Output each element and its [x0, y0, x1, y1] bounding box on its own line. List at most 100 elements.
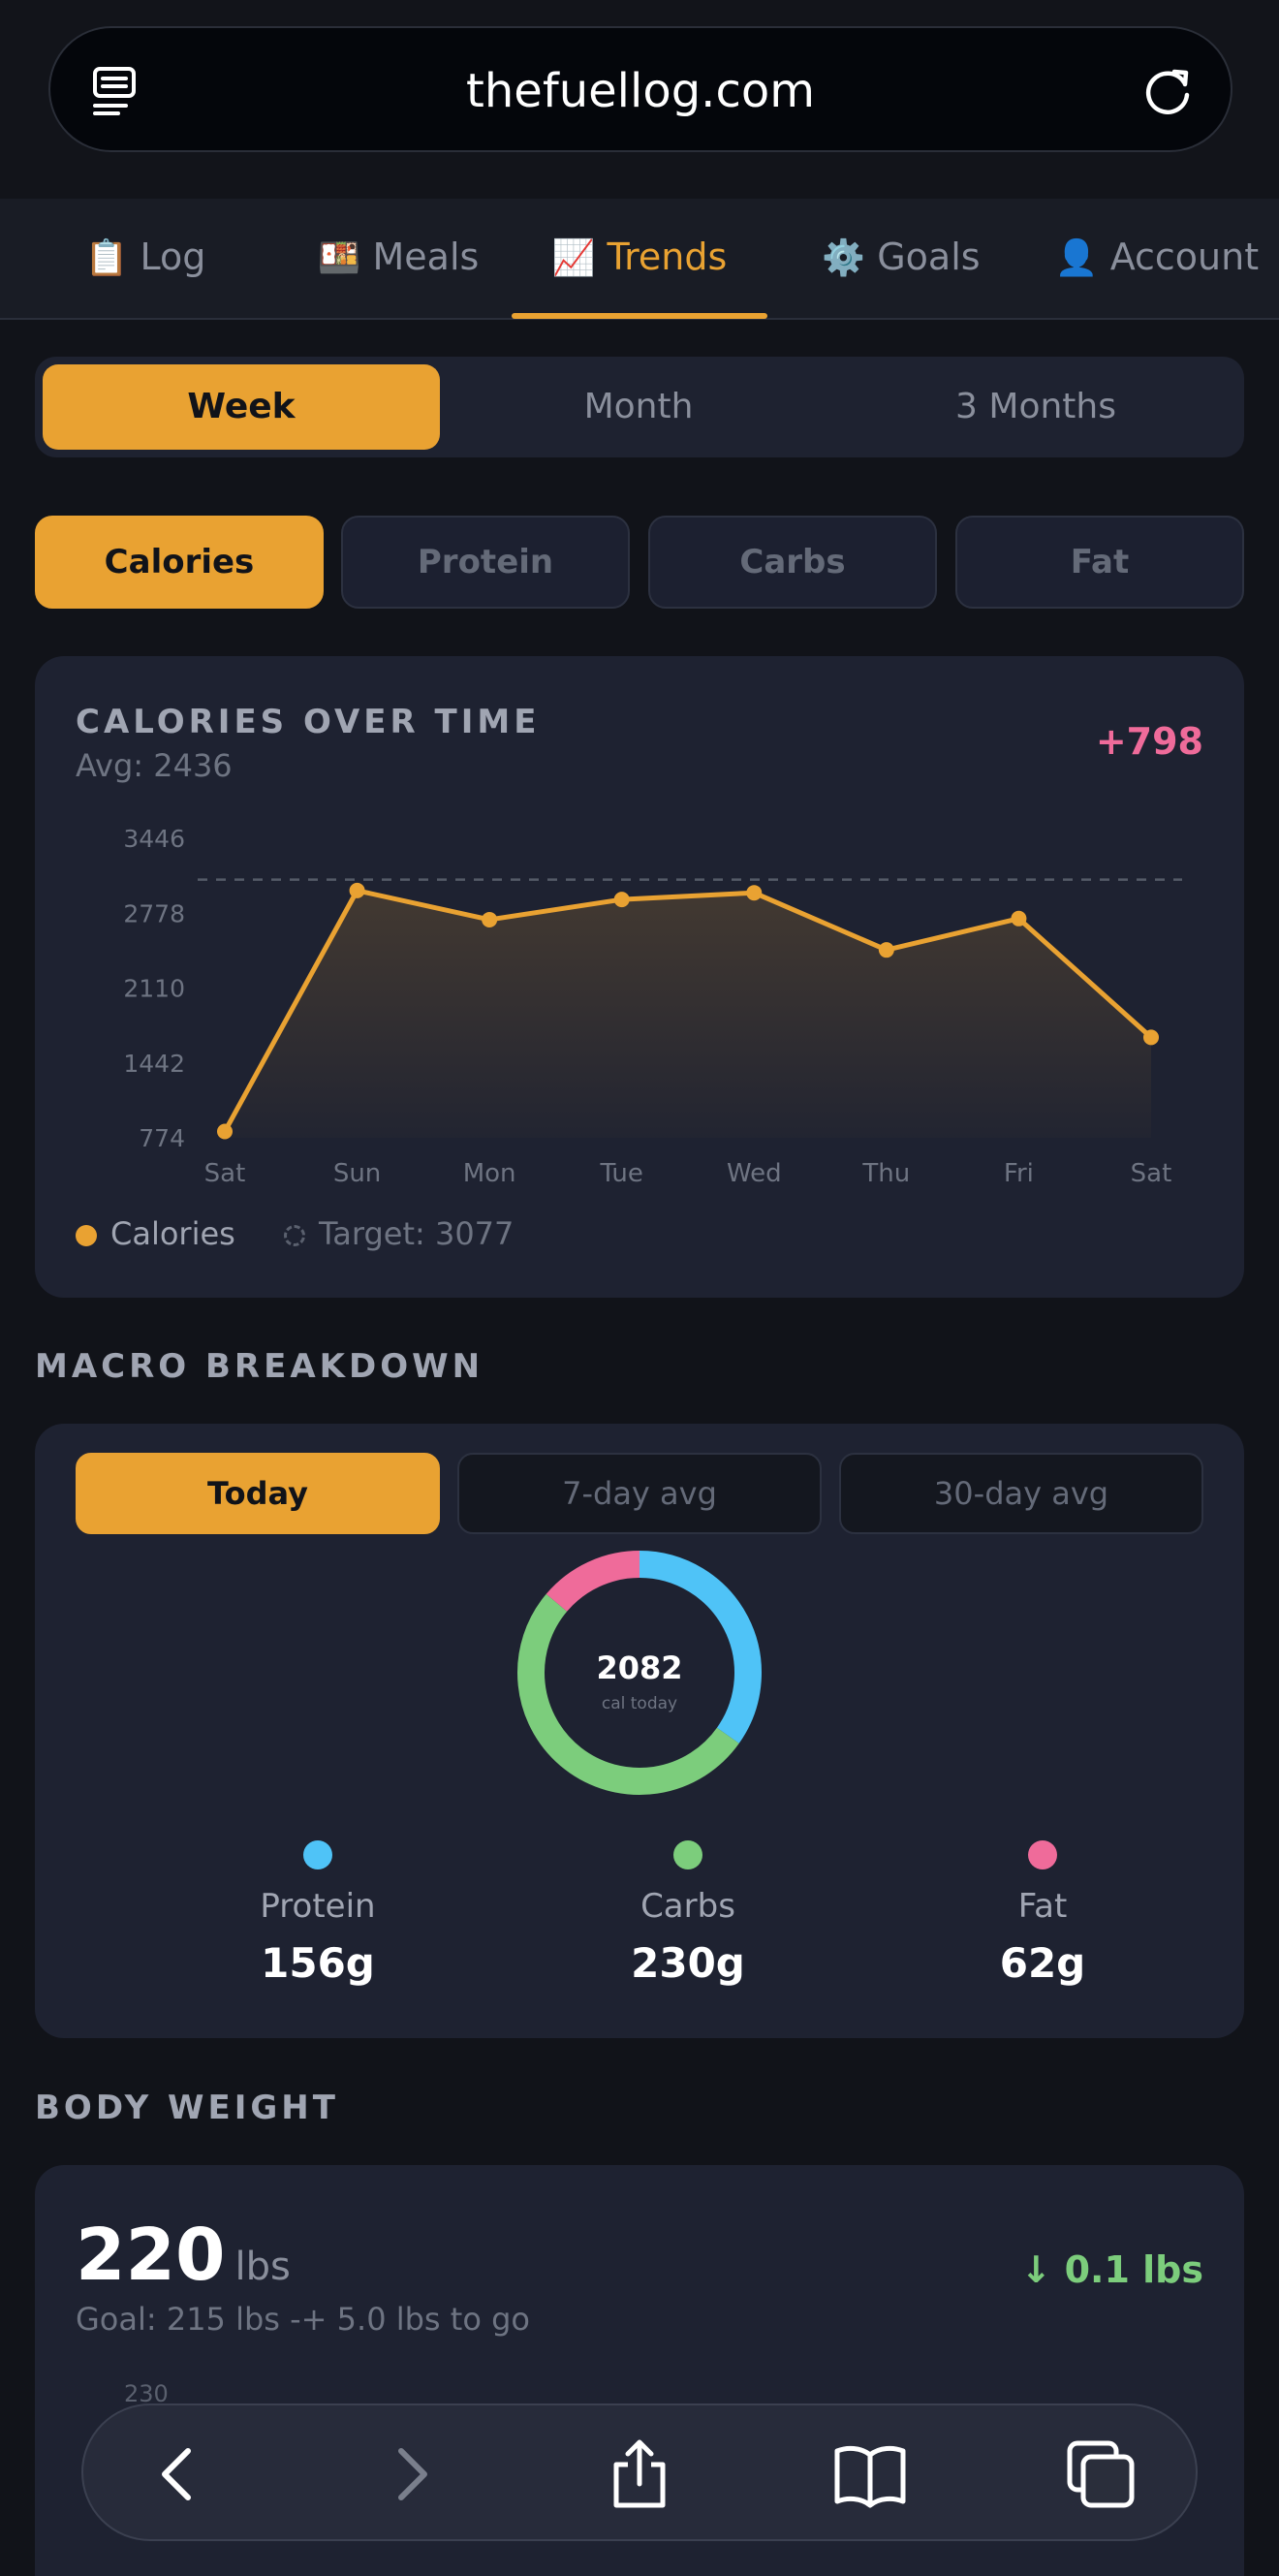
calories-point[interactable]	[217, 1123, 233, 1140]
weight-axis-tick: 230	[124, 2380, 169, 2407]
reload-icon[interactable]	[1139, 63, 1196, 119]
calories-point[interactable]	[349, 882, 365, 898]
address-bar[interactable]: thefuellog.com	[48, 26, 1232, 152]
back-icon[interactable]	[141, 2437, 215, 2511]
x-tick-label: Mon	[463, 1159, 516, 1188]
reader-mode-icon[interactable]	[91, 65, 140, 117]
gear-icon: ⚙️	[822, 238, 866, 278]
x-tick-label: Tue	[600, 1159, 643, 1188]
y-tick-label: 2110	[123, 975, 185, 1003]
metric-calories[interactable]: Calories	[35, 516, 324, 609]
macro-section-heading: MACRO BREAKDOWN	[35, 1347, 484, 1386]
donut-center-label: cal today	[602, 1694, 677, 1713]
calories-point[interactable]	[1011, 910, 1027, 927]
macro-protein: Protein 156g	[172, 1840, 463, 1987]
active-tab-indicator	[512, 313, 767, 319]
calories-area	[225, 890, 1151, 1138]
y-tick-label: 774	[139, 1124, 185, 1152]
calories-point[interactable]	[746, 885, 763, 901]
legend-calories-label: Calories	[110, 1215, 235, 1252]
tab-account[interactable]: 👤 Account	[1035, 199, 1279, 320]
legend-calories: Calories	[76, 1215, 235, 1252]
fat-color-dot	[1028, 1840, 1057, 1869]
x-tick-label: Sat	[1131, 1159, 1172, 1188]
x-tick-label: Fri	[1004, 1159, 1034, 1188]
macro-toggle-today[interactable]: Today	[76, 1453, 440, 1534]
tabs-icon[interactable]	[1064, 2437, 1138, 2511]
legend-target-label: Target: 3077	[319, 1215, 515, 1252]
legend-calories-swatch	[76, 1225, 97, 1246]
user-icon: 👤	[1054, 238, 1099, 278]
calories-point[interactable]	[1143, 1029, 1159, 1046]
macro-carbs: Carbs 230g	[543, 1840, 833, 1987]
clipboard-icon: 📋	[84, 238, 129, 278]
share-icon[interactable]	[603, 2437, 676, 2511]
protein-label: Protein	[260, 1887, 376, 1926]
tab-log-label: Log	[140, 236, 206, 278]
macro-toggle-30-day-avg[interactable]: 30-day avg	[839, 1453, 1203, 1534]
calories-card: CALORIES OVER TIME Avg: 2436 +798 3446 27…	[35, 656, 1244, 1298]
x-tick-label: Thu	[861, 1159, 910, 1188]
macro-donut-chart: 2082 cal today	[517, 1551, 762, 1795]
calories-point[interactable]	[878, 942, 894, 958]
metric-fat[interactable]: Fat	[955, 516, 1244, 609]
weight-section-heading: BODY WEIGHT	[35, 2089, 339, 2127]
period-selector: Week Month 3 Months	[35, 357, 1244, 457]
tab-trends[interactable]: 📈 Trends	[512, 199, 767, 320]
chart-increasing-icon: 📈	[551, 238, 596, 278]
x-tick-label: Wed	[727, 1159, 782, 1188]
y-tick-label: 3446	[123, 825, 185, 853]
bento-icon: 🍱	[317, 238, 361, 278]
weight-goal: Goal: 215 lbs -+ 5.0 lbs to go	[76, 2301, 530, 2338]
period-3-months[interactable]: 3 Months	[955, 387, 1116, 426]
donut-center-value: 2082	[596, 1649, 682, 1686]
macro-toggle-7-day-avg[interactable]: 7-day avg	[457, 1453, 822, 1534]
tab-goals[interactable]: ⚙️ Goals	[795, 199, 1008, 320]
legend-target: Target: 3077	[284, 1215, 514, 1252]
tab-trends-label: Trends	[607, 236, 728, 278]
calories-average: Avg: 2436	[76, 747, 233, 784]
bookmarks-icon[interactable]	[833, 2437, 907, 2511]
metric-protein[interactable]: Protein	[341, 516, 630, 609]
y-tick-label: 2778	[123, 899, 185, 927]
x-tick-label: Sun	[333, 1159, 381, 1188]
carbs-color-dot	[673, 1840, 702, 1869]
calories-point[interactable]	[613, 892, 630, 908]
carbs-label: Carbs	[640, 1887, 735, 1926]
weight-current: 220 lbs	[76, 2214, 291, 2297]
tab-account-label: Account	[1109, 236, 1260, 278]
carbs-value: 230g	[631, 1939, 745, 1987]
app-tab-bar: 📋 Log 🍱 Meals 📈 Trends ⚙️ Goals 👤 Account	[0, 199, 1279, 320]
calories-card-title: CALORIES OVER TIME	[76, 703, 541, 741]
calories-delta: +798	[1095, 720, 1203, 763]
calories-line-chart: 3446 2778 2110 1442 774 Sat Sun Mon Tue Wed Thu Fri…	[123, 825, 1182, 1188]
metric-carbs[interactable]: Carbs	[648, 516, 937, 609]
macro-fat: Fat 62g	[897, 1840, 1188, 1987]
tab-log[interactable]: 📋 Log	[39, 199, 252, 320]
tab-meals-label: Meals	[372, 236, 480, 278]
browser-top-bar: thefuellog.com	[0, 0, 1279, 199]
tab-goals-label: Goals	[877, 236, 981, 278]
url-text[interactable]: thefuellog.com	[466, 64, 815, 118]
tab-meals[interactable]: 🍱 Meals	[287, 199, 510, 320]
protein-value: 156g	[261, 1939, 375, 1987]
protein-color-dot	[303, 1840, 332, 1869]
weight-delta: ↓ 0.1 lbs	[1020, 2248, 1203, 2291]
donut-slice-fat	[546, 1551, 640, 1613]
x-tick-label: Sat	[204, 1159, 246, 1188]
calories-series-line	[222, 888, 1153, 1133]
fat-value: 62g	[999, 1939, 1086, 1987]
donut-slice-protein	[639, 1551, 762, 1744]
weight-value: 220	[76, 2214, 226, 2297]
browser-toolbar	[81, 2403, 1198, 2541]
macro-card: Today 7-day avg 30-day avg 2082 cal today…	[35, 1424, 1244, 2038]
legend-target-swatch	[284, 1225, 305, 1246]
period-week[interactable]: Week	[43, 364, 440, 450]
y-tick-label: 1442	[123, 1050, 185, 1078]
period-month[interactable]: Month	[583, 387, 694, 426]
forward-icon[interactable]	[374, 2437, 448, 2511]
calories-legend: Calories Target: 3077	[76, 1213, 552, 1252]
calories-point[interactable]	[482, 911, 498, 927]
donut-slice-carbs	[517, 1593, 739, 1795]
weight-unit: lbs	[234, 2245, 291, 2289]
